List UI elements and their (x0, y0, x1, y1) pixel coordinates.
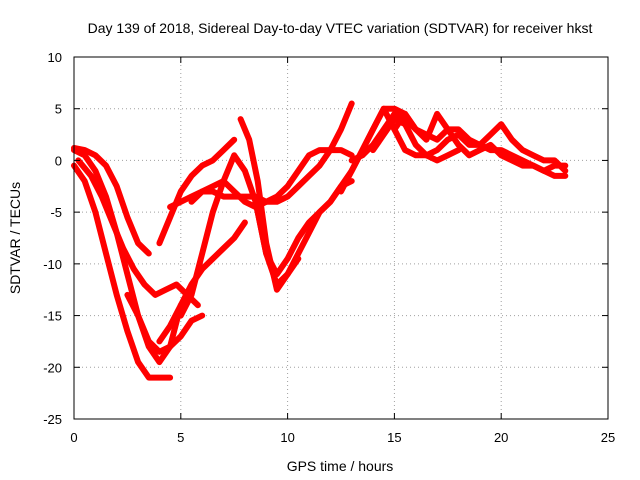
y-tick-label: 5 (55, 102, 62, 117)
satellite-track-10 (188, 147, 355, 210)
satellite-track-2 (71, 162, 174, 381)
x-tick-label: 5 (177, 430, 184, 445)
satellite-track-7 (156, 136, 238, 247)
plot-frame (73, 56, 609, 420)
chart-title: Day 139 of 2018, Sidereal Day-to-day VTE… (88, 20, 593, 36)
grid-lines (74, 57, 608, 419)
y-tick-label: 0 (55, 153, 62, 168)
y-tick-label: -15 (43, 309, 62, 324)
y-tick-label: -20 (43, 360, 62, 375)
y-axis-label: SDTVAR / TECUs (7, 182, 23, 294)
y-tick-label: -5 (50, 205, 62, 220)
data-series (71, 100, 569, 381)
x-tick-label: 25 (601, 430, 615, 445)
satellite-track-16 (391, 110, 569, 179)
x-tick-label: 15 (387, 430, 401, 445)
y-tick-label: -10 (43, 257, 62, 272)
satellite-track-3 (71, 145, 152, 257)
satellite-track-15 (370, 116, 569, 174)
satellite-track-1 (71, 147, 184, 366)
x-tick-label: 0 (70, 430, 77, 445)
axis-ticks: 0 5 10 15 20 25 -25 -20 -15 -10 -5 0 5 10 (43, 50, 615, 445)
x-tick-label: 10 (280, 430, 294, 445)
x-tick-label: 20 (494, 430, 508, 445)
satellite-track-12 (252, 105, 419, 278)
satellite-track-5 (124, 291, 206, 355)
y-tick-label: -25 (43, 412, 62, 427)
y-tick-label: 10 (48, 50, 62, 65)
satellite-track-6 (156, 219, 248, 345)
satellite-track-4 (75, 157, 201, 309)
x-axis-label: GPS time / hours (287, 458, 394, 474)
